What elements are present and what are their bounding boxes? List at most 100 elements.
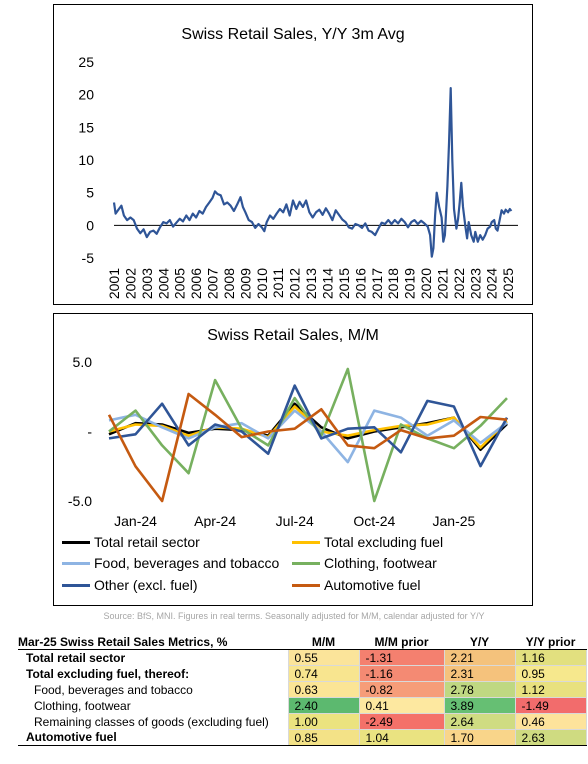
x-tick-label: 2025 [500,268,516,299]
x-tick-label: 2019 [402,268,418,299]
x-tick-label: 2011 [270,268,286,298]
x-tick-label: 2010 [254,268,270,299]
col-header-yy-prior: Y/Y prior [515,634,586,650]
x-tick-label: 2007 [205,268,221,299]
value-cell: -1.16 [358,665,445,682]
y-tick-label: 5 [86,185,94,201]
x-tick-label: Apr-24 [194,513,236,528]
table-row: Automotive fuel 0.85 1.04 1.70 2.63 [18,729,587,746]
row-label: Total excluding fuel, thereof: [26,666,190,681]
yy-chart: Swiss Retail Sales, Y/Y 3m Avg -5 0 5 10 15 20… [78,26,518,299]
x-tick-label: 2003 [139,268,155,299]
x-tick-label: 2002 [122,268,138,299]
value-cell: 0.74 [287,665,360,682]
chart-title: Swiss Retail Sales, M/M [207,327,379,344]
legend-label: Other (excl. fuel) [94,577,198,593]
x-tick-label: 2004 [155,268,171,299]
y-tick-label: -5 [82,250,95,266]
value-cell: 0.41 [358,697,445,714]
x-tick-label: 2008 [221,268,237,299]
value-cell: 0.63 [287,681,360,698]
table-row: Remaining classes of goods (excluding fu… [18,713,587,730]
series-line [107,392,508,503]
row-label: Remaining classes of goods (excluding fu… [34,714,269,729]
x-tick-label: 2021 [434,268,450,299]
x-tick-label: 2016 [352,268,368,299]
y-tick-label: 5.0 [73,354,93,370]
row-label: Food, beverages and tobacco [34,682,193,697]
value-cell: -2.49 [358,713,445,730]
value-cell: -1.49 [514,697,587,714]
series-line [108,409,508,464]
x-tick-label: Jul-24 [276,513,314,528]
mm-chart: Swiss Retail Sales, M/M 5.0 - -5.0 Jan-24 Apr… [68,327,509,529]
y-tick-label: -5.0 [68,493,92,509]
y-tick-label: 20 [78,87,94,103]
value-cell: 2.78 [443,681,516,698]
legend-swatch [292,561,320,565]
value-cell: 2.21 [443,649,516,666]
x-tick-label: 2005 [172,268,188,299]
legend-item: Automotive fuel [292,577,421,593]
x-tick-label: 2006 [188,268,204,299]
yy-chart-panel: Swiss Retail Sales, Y/Y 3m Avg -5 0 5 10 15 20… [53,4,533,305]
x-tick-label: Jan-24 [114,513,157,528]
value-cell: 0.55 [287,649,360,666]
mm-chart-panel: Swiss Retail Sales, M/M 5.0 - -5.0 Jan-24 Apr… [53,313,533,606]
y-tick-label: - [87,424,92,440]
x-tick-label: Oct-24 [353,513,395,528]
series-line [108,384,509,468]
x-tick-label: 2024 [484,268,500,299]
value-cell: -0.82 [358,681,445,698]
chart-title: Swiss Retail Sales, Y/Y 3m Avg [181,26,404,43]
x-tick-label: 2012 [287,268,303,299]
table-header-row: Mar-25 Swiss Retail Sales Metrics, % M/M… [18,634,586,650]
x-tick-label: 2017 [369,268,385,299]
x-tick-label: 2009 [237,268,253,299]
legend-item: Total retail sector [62,534,200,550]
legend-swatch [62,583,90,587]
x-tick-label: 2018 [385,268,401,299]
x-tick-label: Jan-25 [433,513,476,528]
series-line [112,87,513,258]
x-tick-label: 2023 [467,268,483,299]
y-tick-label: 0 [86,217,94,233]
col-header-mm: M/M [288,634,359,650]
row-label: Clothing, footwear [34,698,131,713]
table-row: Total retail sector 0.55 -1.31 2.21 1.16 [18,649,587,666]
legend-label: Total excluding fuel [324,534,444,550]
row-label: Automotive fuel [18,729,288,746]
value-cell: 1.12 [514,681,587,698]
legend-item: Total excluding fuel [292,534,443,550]
legend-label: Clothing, footwear [324,555,437,571]
value-cell: 2.63 [514,729,587,746]
legend-label: Automotive fuel [324,577,421,593]
value-cell: 3.89 [443,697,516,714]
table-row: Clothing, footwear 2.40 0.41 3.89 -1.49 [18,697,587,714]
legend-label: Food, beverages and tobacco [94,555,280,571]
x-tick-label: 2014 [319,268,335,299]
value-cell: 1.00 [287,713,360,730]
legend-item: Other (excl. fuel) [62,577,197,593]
metrics-table: Mar-25 Swiss Retail Sales Metrics, % M/M… [18,634,587,746]
legend-swatch [62,540,90,544]
legend-swatch [292,540,320,544]
value-cell: 0.85 [287,729,360,746]
x-tick-label: 2022 [451,268,467,299]
table-row: Total excluding fuel, thereof: 0.74 -1.16 2… [18,665,587,682]
value-cell: 1.04 [358,729,445,746]
col-header-mm-prior: M/M prior [359,634,444,650]
value-cell: 0.95 [514,665,587,682]
y-tick-label: 10 [78,152,94,168]
x-tick-label: 2020 [418,268,434,299]
legend-swatch [292,583,320,587]
row-label: Total retail sector [26,650,126,665]
table-row: Food, beverages and tobacco 0.63 -0.82 2.78… [18,681,587,698]
value-cell: 1.16 [514,649,587,666]
source-note: Source: BfS, MNI. Figures in real terms.… [103,611,485,621]
x-tick-label: 2013 [303,268,319,299]
legend-item: Food, beverages and tobacco [62,555,279,571]
legend-label: Total retail sector [94,534,200,550]
x-tick-label: 2001 [106,268,122,299]
x-tick-label: 2015 [336,268,352,299]
